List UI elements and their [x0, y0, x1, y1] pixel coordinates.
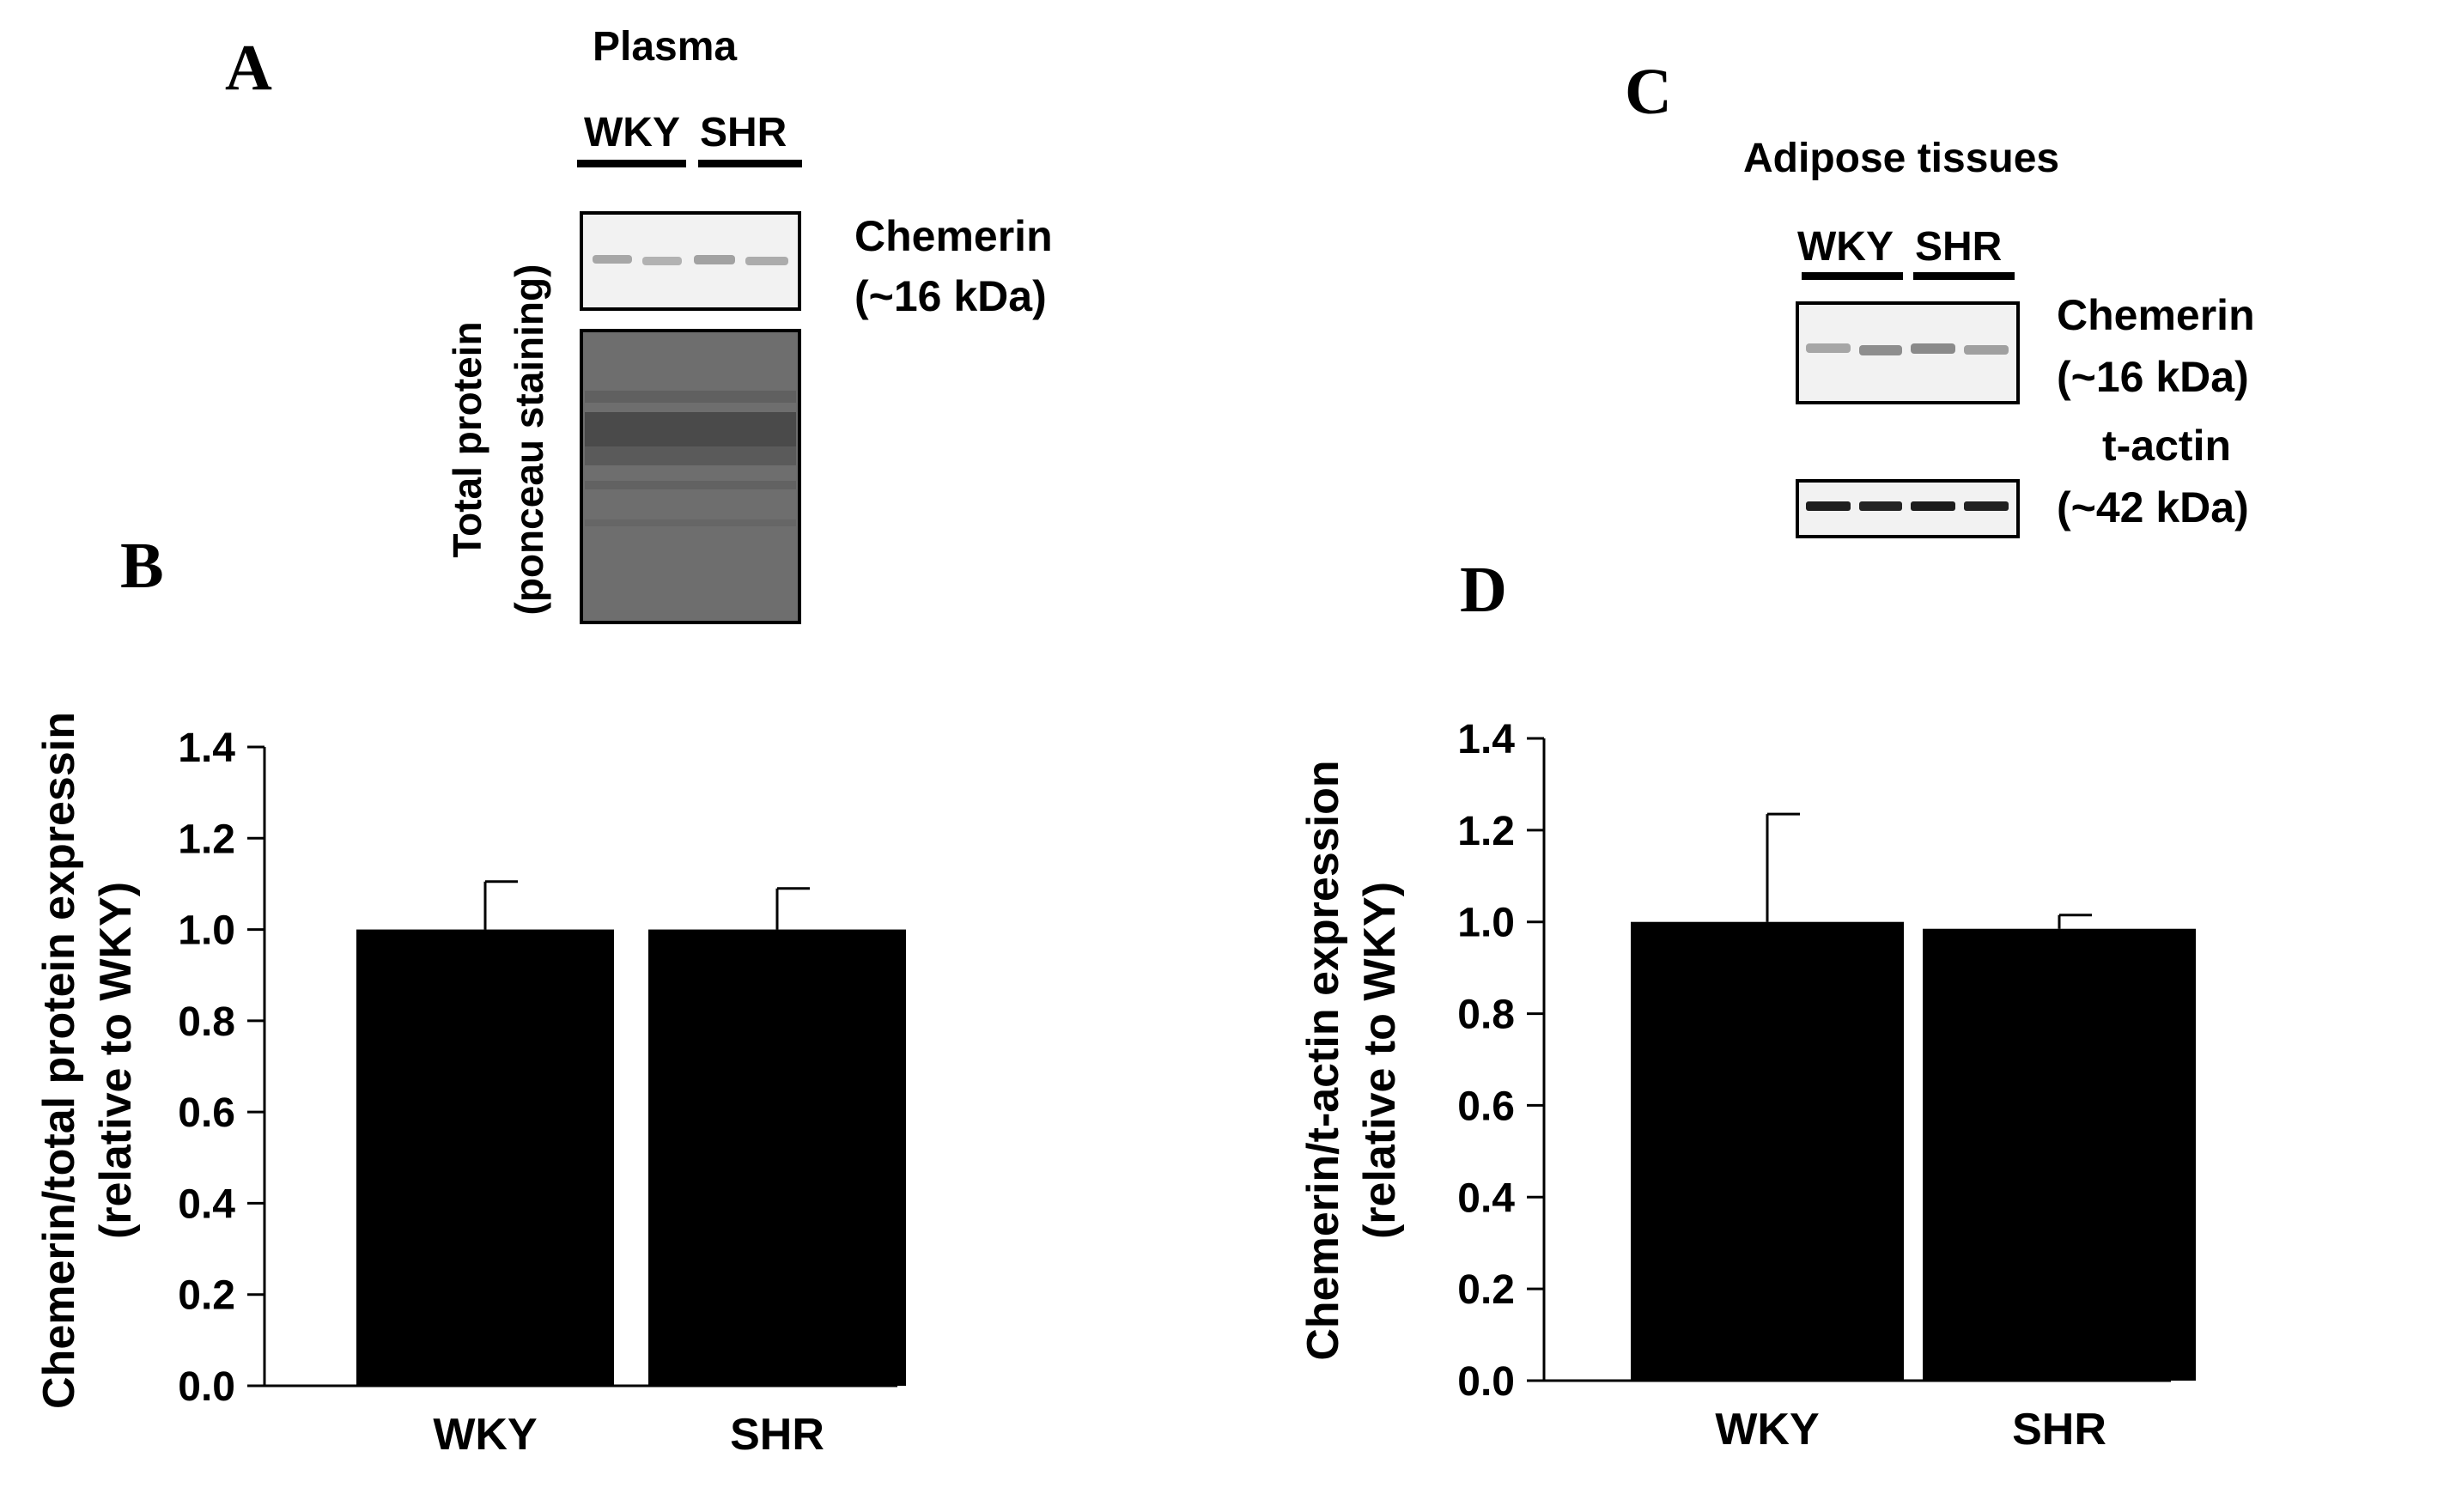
band: [745, 257, 788, 265]
blot-c: Adipose tissues WKY SHR Chemerin (~16 kD…: [1743, 136, 2255, 538]
blot-a-lane-label-shr: SHR: [700, 110, 787, 155]
blot-a-side-label-line2: (ponceau staining): [507, 264, 551, 616]
y-axis-label-line2: (relative to WKY): [1355, 882, 1405, 1239]
y-tick-label: 0.0: [1457, 1359, 1515, 1405]
band: [585, 481, 796, 489]
y-tick-label: 1.2: [1457, 809, 1515, 854]
panel-letter-d: D: [1460, 554, 1507, 626]
y-tick-label: 0.4: [1457, 1175, 1515, 1221]
chart-b: WKY SHR 0.0 0.2 0.4 0.6 0.8 1.0 1.2 1.4 Chemerin/t…: [34, 712, 906, 1460]
blot-c-band1-label-line2: (~16 kDa): [2057, 353, 2249, 401]
panel-letter-b: B: [120, 530, 164, 602]
blot-a-ponceau-strip: [580, 329, 801, 624]
blot-c-lane-bar-wky: [1802, 272, 1903, 280]
y-tick-label: 1.0: [178, 908, 235, 954]
band: [1859, 501, 1902, 511]
bar-shr: [648, 929, 906, 1386]
band: [642, 257, 682, 265]
blot-a: Plasma WKY SHR Chemerin (~16 kDa) Total …: [445, 24, 1053, 624]
band: [1806, 343, 1851, 353]
blot-c-title: Adipose tissues: [1743, 136, 2059, 181]
y-tick-label: 0.2: [1457, 1267, 1515, 1313]
y-tick-label: 0.4: [178, 1181, 235, 1227]
y-tick-label: 0.6: [1457, 1084, 1515, 1129]
y-tick-label: 0.0: [178, 1364, 235, 1410]
blot-a-chemerin-bands: [593, 255, 788, 265]
band: [1911, 343, 1955, 354]
y-tick-label: 0.8: [1457, 993, 1515, 1038]
band: [585, 412, 796, 446]
blot-c-band1-label-line1: Chemerin: [2057, 291, 2255, 339]
bar-wky: [1631, 921, 1904, 1381]
blot-a-title: Plasma: [593, 24, 737, 70]
x-tick-label-shr: SHR: [2012, 1405, 2106, 1454]
blot-c-actin-bands: [1806, 501, 2009, 511]
y-tick-label: 0.8: [178, 999, 235, 1045]
blot-c-lane-label-wky: WKY: [1797, 224, 1894, 270]
band: [585, 446, 796, 465]
bar-wky: [356, 929, 614, 1386]
blot-a-ponceau-bands: [585, 391, 796, 526]
y-axis-label-line1: Chemerin/t-actin expression: [1298, 760, 1348, 1360]
band: [1964, 345, 2009, 355]
band: [694, 255, 735, 264]
blot-a-band-label-line1: Chemerin: [854, 212, 1053, 260]
blot-c-band2-label-line2: (~42 kDa): [2057, 483, 2249, 531]
blot-c-chemerin-bands: [1806, 343, 2009, 355]
blot-a-side-label-line1: Total protein: [445, 321, 489, 557]
y-tick-label: 1.4: [178, 726, 235, 771]
band: [1911, 501, 1955, 511]
y-tick-label: 1.4: [1457, 717, 1515, 762]
blot-a-lane-bar-shr: [698, 160, 802, 167]
y-tick-label: 0.6: [178, 1090, 235, 1136]
blot-a-lane-label-wky: WKY: [584, 110, 680, 155]
x-tick-label-wky: WKY: [1715, 1405, 1819, 1454]
y-tick-label: 1.2: [178, 817, 235, 862]
blot-c-band2-label-line1: t-actin: [2102, 422, 2231, 470]
band: [593, 255, 632, 264]
band: [1806, 501, 1851, 511]
y-tick-label: 1.0: [1457, 901, 1515, 946]
bar-shr: [1923, 928, 2196, 1381]
band: [1964, 501, 2009, 511]
y-tick-label: 0.2: [178, 1273, 235, 1319]
blot-a-lane-bar-wky: [577, 160, 686, 167]
blot-a-band-label-line2: (~16 kDa): [854, 272, 1047, 320]
band: [585, 519, 796, 526]
panel-letter-a: A: [225, 32, 272, 104]
x-tick-label-shr: SHR: [730, 1410, 824, 1460]
y-axis-label-line1: Chemerin/total protein expressin: [34, 712, 84, 1409]
chart-d: WKY SHR 0.0 0.2 0.4 0.6 0.8 1.0 1.2 1.4 Chemerin/t…: [1298, 717, 2196, 1454]
y-axis-label-line2: (relative to WKY): [91, 882, 141, 1239]
x-tick-label-wky: WKY: [433, 1410, 537, 1460]
band: [585, 391, 796, 403]
blot-c-lane-label-shr: SHR: [1915, 224, 2002, 270]
panel-letter-c: C: [1625, 56, 1672, 128]
blot-c-lane-bar-shr: [1913, 272, 2015, 280]
band: [1859, 345, 1902, 355]
